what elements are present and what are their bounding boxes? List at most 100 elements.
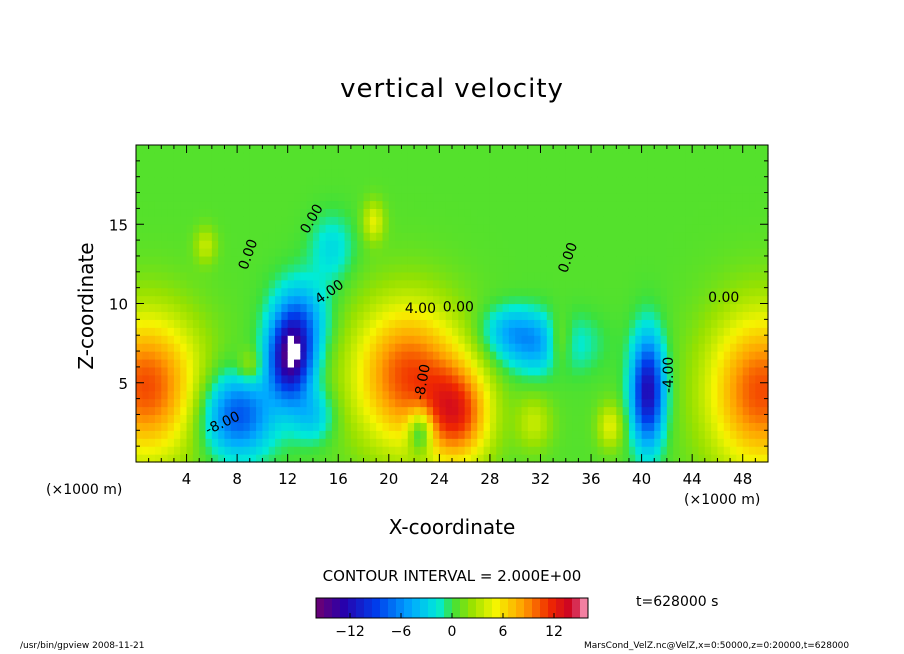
field-cell: [319, 184, 327, 194]
contour-label: 4.00: [405, 301, 436, 317]
field-cell: [426, 145, 434, 154]
field-cell: [344, 208, 352, 217]
field-cell: [142, 295, 150, 305]
field-cell: [192, 168, 200, 178]
field-cell: [458, 200, 466, 210]
field-cell: [407, 351, 415, 360]
field-cell: [407, 319, 415, 328]
field-cell: [628, 430, 636, 439]
field-cell: [249, 438, 257, 447]
field-cell: [622, 152, 630, 162]
field-cell: [331, 335, 339, 344]
field-cell: [445, 414, 453, 423]
colorbar-swatch: [316, 598, 325, 618]
field-cell: [382, 224, 390, 233]
field-cell: [369, 303, 377, 313]
field-cell: [426, 366, 434, 376]
field-cell: [325, 382, 333, 392]
field-cell: [489, 200, 497, 210]
field-cell: [464, 446, 472, 455]
field-cell: [572, 200, 579, 210]
field-cell: [572, 216, 579, 225]
field-cell: [319, 263, 327, 273]
field-cell: [249, 422, 257, 431]
field-cell: [711, 446, 719, 455]
field-cell: [414, 430, 421, 439]
field-cell: [540, 430, 548, 439]
field-cell: [496, 200, 504, 210]
field-cell: [603, 240, 611, 249]
field-cell: [439, 224, 447, 233]
field-cell: [508, 279, 516, 289]
field-cell: [540, 208, 548, 217]
field-cell: [426, 422, 434, 431]
field-cell: [401, 398, 409, 408]
field-cell: [584, 374, 592, 384]
field-cell: [666, 327, 674, 336]
field-cell: [742, 248, 750, 257]
field-cell: [483, 366, 491, 376]
field-cell: [325, 327, 333, 336]
field-cell: [388, 366, 396, 376]
field-cell: [692, 240, 700, 249]
field-cell: [350, 263, 358, 273]
field-cell: [433, 303, 440, 313]
field-cell: [357, 145, 365, 154]
field-cell: [610, 176, 617, 186]
field-cell: [338, 240, 346, 249]
field-cell: [635, 414, 643, 423]
field-cell: [610, 216, 617, 225]
field-cell: [717, 248, 725, 257]
field-cell: [654, 382, 662, 392]
field-cell: [180, 343, 188, 352]
field-cell: [698, 319, 706, 328]
field-cell: [224, 303, 232, 313]
field-cell: [344, 319, 352, 328]
field-cell: [218, 351, 226, 360]
field-cell: [395, 366, 403, 376]
field-cell: [546, 398, 554, 408]
field-cell: [546, 366, 554, 376]
field-cell: [578, 390, 586, 400]
field-cell: [470, 200, 478, 210]
field-cell: [742, 271, 750, 281]
field-cell: [635, 279, 643, 289]
field-cell: [515, 295, 523, 305]
field-cell: [635, 145, 643, 154]
field-cell: [496, 382, 504, 392]
field-cell: [698, 382, 706, 392]
field-cell: [420, 319, 428, 328]
field-cell: [420, 287, 428, 297]
field-cell: [534, 295, 542, 305]
field-cell: [673, 382, 681, 392]
field-cell: [256, 390, 263, 400]
field-cell: [477, 430, 485, 439]
field-cell: [256, 398, 263, 408]
field-cell: [534, 311, 542, 320]
field-cell: [527, 390, 535, 400]
field-cell: [540, 446, 548, 455]
field-cell: [249, 263, 257, 273]
field-cell: [736, 390, 744, 400]
field-cell: [622, 438, 630, 447]
field-cell: [224, 184, 232, 194]
field-cell: [673, 184, 681, 194]
field-cell: [470, 271, 478, 281]
field-cell: [262, 382, 270, 392]
field-cell: [401, 422, 409, 431]
field-cell: [325, 390, 333, 400]
field-cell: [730, 145, 737, 154]
field-cell: [376, 240, 384, 249]
field-cell: [224, 374, 232, 384]
field-cell: [477, 248, 485, 257]
field-cell: [205, 224, 213, 233]
field-cell: [433, 454, 440, 463]
field-cell: [749, 422, 756, 431]
field-cell: [414, 208, 421, 217]
field-cell: [306, 414, 314, 423]
field-cell: [388, 263, 396, 273]
field-cell: [452, 327, 459, 336]
field-cell: [723, 358, 731, 368]
field-cell: [173, 192, 181, 202]
field-cell: [287, 295, 295, 305]
